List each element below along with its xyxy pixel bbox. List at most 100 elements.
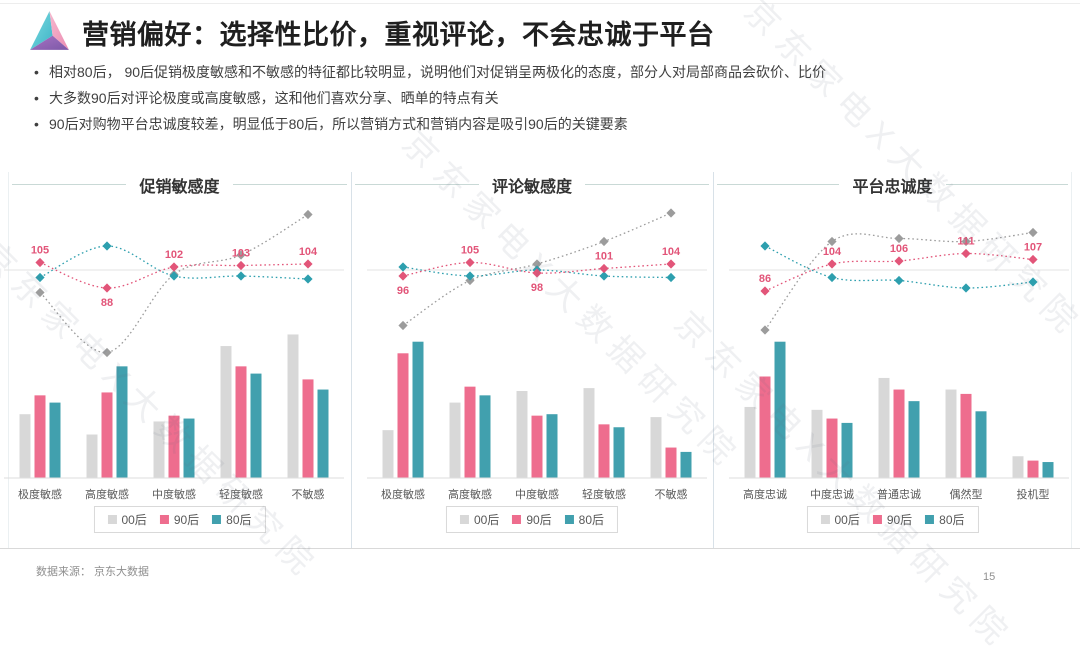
- legend-label: 90后: [886, 513, 913, 527]
- bullet-dot: •: [34, 64, 39, 80]
- legend-swatch-icon: [159, 515, 169, 524]
- bar-00后: [287, 334, 299, 478]
- bar-80后: [546, 414, 558, 478]
- bar-00后: [945, 389, 957, 478]
- diamond-marker-00后: [1028, 227, 1038, 238]
- bullet-item: • 相对80后， 90后促销极度敏感和不敏感的特征都比较明显，说明他们对促销呈两极…: [34, 59, 1044, 85]
- diamond-marker-00后: [760, 325, 770, 335]
- review-sensitivity-chart: 极度敏感 高度敏感 中度敏感 轻度敏感 不敏感 96 105 98 101 104: [367, 208, 707, 501]
- value-label: 86: [759, 273, 771, 285]
- chart-panel-promotion-sensitivity: 促销敏感度 极度敏感 高度敏感 中度敏感 轻度敏感 不敏感 105 88 102 103 104 …: [4, 172, 351, 549]
- bar-90后: [464, 386, 476, 478]
- chart-title-row: 促销敏感度: [8, 173, 351, 197]
- category-label: 轻度敏感: [582, 487, 626, 501]
- bar-80后: [908, 401, 920, 478]
- diamond-marker-80后: [169, 271, 179, 281]
- logo-triangle-icon: [30, 11, 69, 50]
- chart-title: 评论敏感度: [478, 173, 585, 197]
- legend-item-80后: 80后: [564, 511, 605, 528]
- value-label: 111: [957, 236, 974, 248]
- chart-panel-review-sensitivity: 评论敏感度 极度敏感 高度敏感 中度敏感 轻度敏感 不敏感 96 105 98 101 104 0…: [351, 172, 713, 549]
- legend-item-90后: 90后: [159, 511, 200, 528]
- chart-title: 促销敏感度: [126, 173, 233, 197]
- bullet-item: • 90后对购物平台忠诚度较差，明显低于80后，所以营销方式和营销内容是吸引90后…: [34, 111, 1044, 137]
- bullet-text: 90后对购物平台忠诚度较差，明显低于80后，所以营销方式和营销内容是吸引90后的…: [49, 116, 628, 132]
- promotion-sensitivity-chart: 极度敏感 高度敏感 中度敏感 轻度敏感 不敏感 105 88 102 103 104: [4, 209, 344, 501]
- category-label: 高度忠诚: [743, 487, 787, 501]
- diamond-marker-90后: [169, 262, 179, 272]
- platform-loyalty-chart: 高度忠诚 中度忠诚 普通忠诚 偶然型 投机型 86 104 106 111 107: [729, 227, 1069, 501]
- diamond-marker-80后: [303, 274, 313, 284]
- bar-80后: [841, 422, 853, 478]
- diamond-marker-90后: [666, 259, 676, 269]
- diamond-marker-90后: [35, 257, 45, 268]
- bar-00后: [744, 406, 756, 478]
- bar-80后: [49, 402, 61, 478]
- bar-80后: [183, 418, 195, 478]
- legend-swatch-icon: [107, 515, 117, 524]
- category-label: 中度忠诚: [810, 487, 854, 501]
- diamond-marker-80后: [827, 272, 837, 283]
- bar-80后: [412, 341, 424, 478]
- panel-divider: [351, 172, 352, 548]
- diamond-marker-00后: [599, 236, 609, 247]
- bullet-item: • 大多数90后对评论极度或高度敏感，这和他们喜欢分享、晒单的特点有关: [34, 85, 1044, 111]
- chart-legend: 00后 90后 80后: [93, 506, 266, 533]
- category-label: 高度敏感: [448, 487, 492, 501]
- logo-facet-left: [30, 11, 53, 50]
- legend-item-90后: 90后: [872, 511, 913, 528]
- value-label: 105: [31, 245, 49, 257]
- bar-90后: [665, 447, 677, 478]
- legend-label: 00后: [121, 513, 147, 527]
- diamond-marker-00后: [827, 236, 837, 247]
- value-label: 98: [531, 282, 543, 294]
- diamond-marker-90后: [1028, 254, 1038, 265]
- bar-80后: [317, 389, 329, 478]
- diamond-marker-00后: [102, 347, 112, 358]
- bar-00后: [878, 377, 890, 478]
- diamond-marker-00后: [961, 236, 971, 247]
- category-label: 投机型: [1017, 487, 1050, 501]
- value-label: 106: [890, 243, 908, 255]
- diamond-marker-80后: [465, 271, 475, 281]
- legend-swatch-icon: [872, 515, 882, 524]
- value-label: 102: [165, 249, 183, 261]
- legend-swatch-icon: [459, 515, 469, 524]
- panel-divider: [713, 172, 714, 548]
- slide-top-border: [0, 3, 1080, 4]
- value-label: 107: [1024, 242, 1042, 254]
- legend-label: 90后: [173, 513, 200, 527]
- diamond-marker-90后: [961, 248, 971, 259]
- diamond-marker-00后: [35, 287, 45, 298]
- legend-item-00后: 00后: [820, 511, 860, 528]
- bar-00后: [650, 417, 662, 478]
- value-label: 88: [101, 297, 113, 309]
- bar-00后: [86, 434, 98, 478]
- trend-line-00后: [39, 213, 309, 354]
- diamond-marker-90后: [760, 286, 770, 296]
- bar-90后: [826, 418, 838, 478]
- diamond-marker-00后: [894, 233, 904, 244]
- diamond-marker-90后: [303, 259, 313, 269]
- category-label: 偶然型: [950, 487, 983, 501]
- legend-item-80后: 80后: [212, 511, 252, 528]
- legend-label: 00后: [834, 513, 860, 527]
- diamond-marker-80后: [102, 241, 112, 251]
- value-label: 105: [461, 245, 479, 257]
- legend-swatch-icon: [820, 515, 830, 524]
- bar-00后: [583, 388, 595, 478]
- legend-swatch-icon: [512, 515, 522, 524]
- bar-90后: [759, 376, 771, 478]
- diamond-marker-80后: [35, 272, 45, 283]
- trend-line-80后: [39, 245, 309, 280]
- bar-00后: [153, 421, 165, 478]
- chart-legend: 00后 90后 80后: [445, 506, 619, 533]
- legend-label: 80后: [226, 513, 252, 527]
- value-label: 96: [397, 285, 409, 297]
- diamond-marker-80后: [760, 241, 770, 251]
- legend-swatch-icon: [212, 515, 222, 524]
- bar-90后: [531, 415, 543, 478]
- legend-label: 80后: [939, 513, 965, 527]
- legend-label: 80后: [578, 513, 605, 527]
- trend-line-90后: [764, 252, 1034, 292]
